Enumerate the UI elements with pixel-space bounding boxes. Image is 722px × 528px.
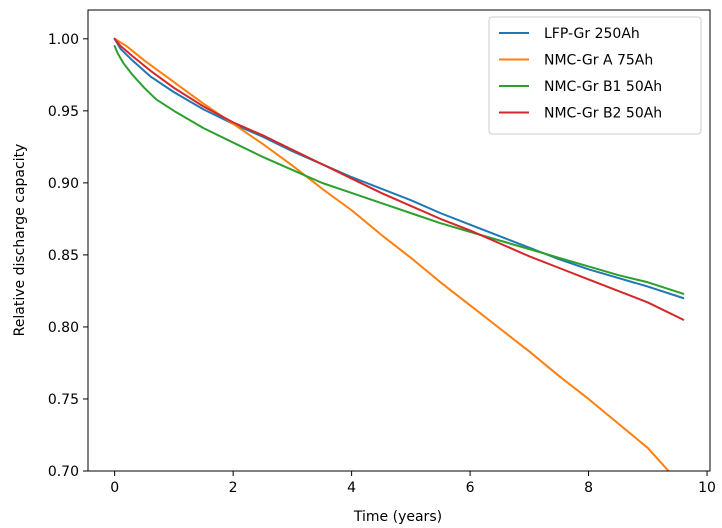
y-tick-label: 0.75 bbox=[48, 392, 79, 408]
legend-label: LFP-Gr 250Ah bbox=[544, 26, 640, 42]
x-tick-label: 6 bbox=[466, 480, 475, 496]
x-tick-label: 8 bbox=[584, 480, 593, 496]
legend: LFP-Gr 250Ah NMC-Gr A 75Ah NMC-Gr B1 50Ah N… bbox=[488, 16, 702, 135]
x-tick-label: 0 bbox=[110, 480, 119, 496]
y-tick-label: 0.95 bbox=[48, 104, 79, 120]
y-axis-label: Relative discharge capacity bbox=[12, 144, 28, 337]
series-line-2 bbox=[113, 37, 670, 471]
x-tick-label: 10 bbox=[698, 480, 716, 496]
series-line-3 bbox=[113, 45, 685, 295]
legend-label: NMC-Gr A 75Ah bbox=[544, 53, 653, 69]
plot-frame bbox=[87, 9, 711, 472]
x-axis-ticks: 0 2 4 6 8 10 bbox=[110, 471, 716, 496]
x-axis-label: Time (years) bbox=[353, 509, 442, 525]
y-tick-label: 1.00 bbox=[48, 32, 79, 48]
y-tick-label: 0.70 bbox=[48, 464, 79, 480]
y-tick-label: 0.80 bbox=[48, 320, 79, 336]
y-tick-label: 0.85 bbox=[48, 248, 79, 264]
y-axis-ticks: 0.70 0.75 0.80 0.85 0.90 0.95 1.00 bbox=[48, 32, 88, 480]
series-line-4 bbox=[113, 37, 685, 321]
legend-box bbox=[488, 16, 702, 135]
x-tick-label: 4 bbox=[347, 480, 356, 496]
legend-label: NMC-Gr B1 50Ah bbox=[544, 79, 662, 95]
legend-label: NMC-Gr B2 50Ah bbox=[544, 106, 662, 122]
series-line-1 bbox=[113, 37, 685, 300]
y-tick-label: 0.90 bbox=[48, 176, 79, 192]
plot-area bbox=[87, 9, 711, 472]
x-tick-label: 2 bbox=[229, 480, 238, 496]
